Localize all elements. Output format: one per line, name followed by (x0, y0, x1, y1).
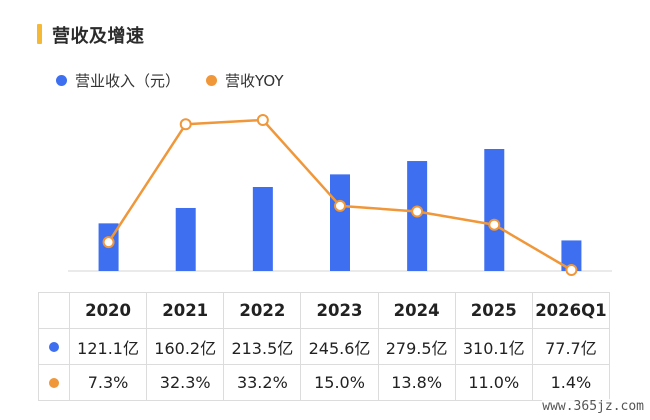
data-table: 2020 2021 2022 2023 2024 2025 2026Q1 121.1亿 160… (38, 292, 611, 401)
yoy-point-2021 (179, 118, 192, 131)
table-corner-cell (38, 292, 70, 329)
table-header-cell: 2024 (377, 292, 456, 329)
title-accent-bar (37, 24, 42, 44)
legend-item-revenue: 营业收入（元） (56, 70, 180, 91)
table-cell: 121.1亿 (68, 328, 148, 365)
table-cell: 160.2亿 (146, 328, 225, 365)
yoy-point-2026Q1 (565, 264, 578, 276)
legend-label-yoy: 营收YOY (225, 72, 284, 90)
table-header-cell: 2025 (454, 292, 533, 329)
legend-label-revenue: 营业收入（元） (75, 72, 181, 90)
table-cell: 77.7亿 (531, 328, 611, 365)
yoy-point-2025 (488, 218, 501, 231)
table-header-cell: 2021 (146, 292, 225, 329)
table-cell: 1.4% (531, 364, 611, 401)
table-header-row: 2020 2021 2022 2023 2024 2025 2026Q1 (38, 292, 611, 329)
table-cell: 310.1亿 (454, 328, 533, 365)
table-cell: 11.0% (454, 364, 533, 401)
chart-plot (68, 114, 612, 276)
table-row-revenue: 121.1亿 160.2亿 213.5亿 245.6亿 279.5亿 310.1亿 77.7… (38, 328, 611, 365)
table-cell: 245.6亿 (300, 328, 379, 365)
bar-2021 (175, 207, 196, 271)
table-header-cell: 2022 (223, 292, 302, 329)
legend-swatch-revenue (56, 75, 67, 86)
chart-title: 营收及增速 (52, 26, 145, 47)
table-cell: 13.8% (377, 364, 456, 401)
table-header-cell: 2023 (300, 292, 379, 329)
table-row-marker-cell (38, 328, 70, 365)
yoy-point-2022 (256, 114, 269, 126)
table-row-yoy: 7.3% 32.3% 33.2% 15.0% 13.8% 11.0% 1.4% (38, 364, 611, 401)
table-cell: 279.5亿 (377, 328, 456, 365)
yoy-point-2024 (411, 205, 424, 218)
table-header-cell: 2026Q1 (531, 292, 611, 329)
table-row-marker-cell (38, 364, 70, 401)
bar-2025 (484, 149, 505, 271)
yoy-dot-icon (49, 378, 59, 388)
legend-swatch-yoy (206, 75, 217, 86)
bar-2022 (252, 187, 273, 271)
table-header-cell: 2020 (68, 292, 148, 329)
watermark: www.365jz.com (542, 399, 644, 414)
legend-item-yoy: 营收YOY (206, 70, 284, 91)
table-cell: 33.2% (223, 364, 302, 401)
table-cell: 7.3% (68, 364, 148, 401)
revenue-dot-icon (49, 342, 59, 352)
table-cell: 213.5亿 (223, 328, 302, 365)
bar-2023 (330, 174, 350, 271)
yoy-point-2023 (334, 199, 346, 212)
bar-2026Q1 (561, 240, 582, 271)
table-cell: 32.3% (146, 364, 225, 401)
table-cell: 15.0% (300, 364, 379, 401)
yoy-point-2020 (102, 236, 115, 249)
